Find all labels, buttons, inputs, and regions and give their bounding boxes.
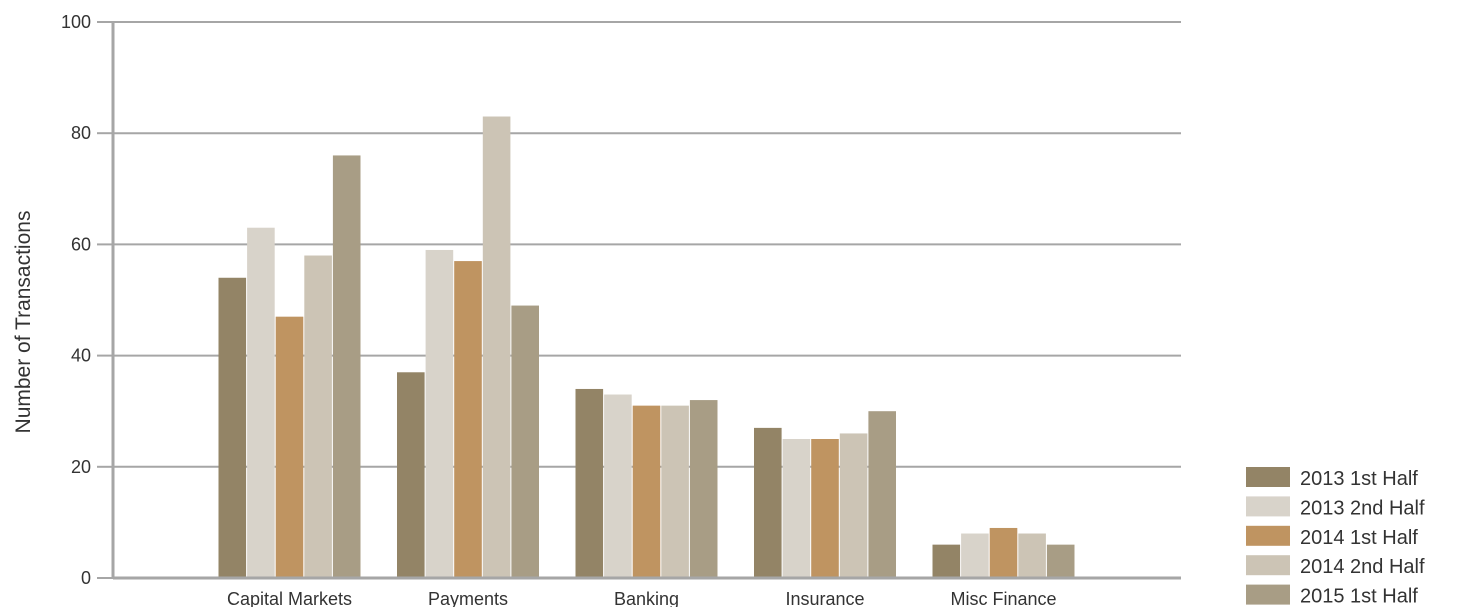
bar <box>961 533 989 578</box>
bar <box>1046 544 1075 578</box>
y-tick-label: 0 <box>81 568 91 588</box>
bar <box>454 261 482 578</box>
legend-label: 2013 2nd Half <box>1300 497 1425 519</box>
bar <box>604 394 632 578</box>
bar <box>218 277 247 578</box>
x-tick-label: Payments <box>428 589 508 607</box>
x-tick-label: Capital Markets <box>227 589 352 607</box>
bar <box>989 527 1018 578</box>
bar <box>482 116 511 579</box>
y-axis-label: Number of Transactions <box>12 211 35 434</box>
bar <box>304 255 332 578</box>
bar <box>275 316 304 578</box>
legend-swatch <box>1246 584 1290 605</box>
bar <box>332 155 361 578</box>
bar <box>247 227 275 578</box>
legend-label: 2013 1st Half <box>1300 468 1418 490</box>
bar <box>811 439 839 578</box>
bar <box>397 372 425 578</box>
bar <box>754 427 782 578</box>
legend-swatch <box>1246 467 1290 487</box>
x-tick-label: Banking <box>614 589 679 607</box>
x-tick-label: Insurance <box>785 589 864 607</box>
bar <box>839 433 868 578</box>
bar <box>511 305 539 578</box>
bar <box>868 411 896 578</box>
bar <box>575 388 604 578</box>
bar <box>1018 533 1046 578</box>
legend-label: 2014 2nd Half <box>1300 556 1425 578</box>
bar <box>632 405 661 578</box>
y-tick-label: 40 <box>71 346 91 366</box>
y-tick-label: 60 <box>71 234 91 254</box>
bar <box>932 544 961 578</box>
y-tick-label: 100 <box>61 12 91 32</box>
legend-swatch <box>1246 555 1290 576</box>
bar <box>661 405 689 578</box>
y-tick-label: 80 <box>71 123 91 143</box>
bar <box>782 439 811 578</box>
x-tick-label: Misc Finance <box>950 589 1056 607</box>
bar <box>425 249 454 578</box>
y-tick-label: 20 <box>71 457 91 477</box>
axes: 0 20 40 60 80 100 Capital Markets Payments Banki… <box>61 12 1181 609</box>
bar <box>689 400 718 578</box>
bars <box>218 116 1075 579</box>
legend-swatch <box>1246 496 1290 517</box>
legend-label: 2014 1st Half <box>1300 527 1418 549</box>
legend: 2013 1st Half 2013 2nd Half 2014 1st Half 2… <box>1246 467 1425 608</box>
legend-swatch <box>1246 525 1290 546</box>
legend-label: 2015 1st Half <box>1300 586 1418 607</box>
